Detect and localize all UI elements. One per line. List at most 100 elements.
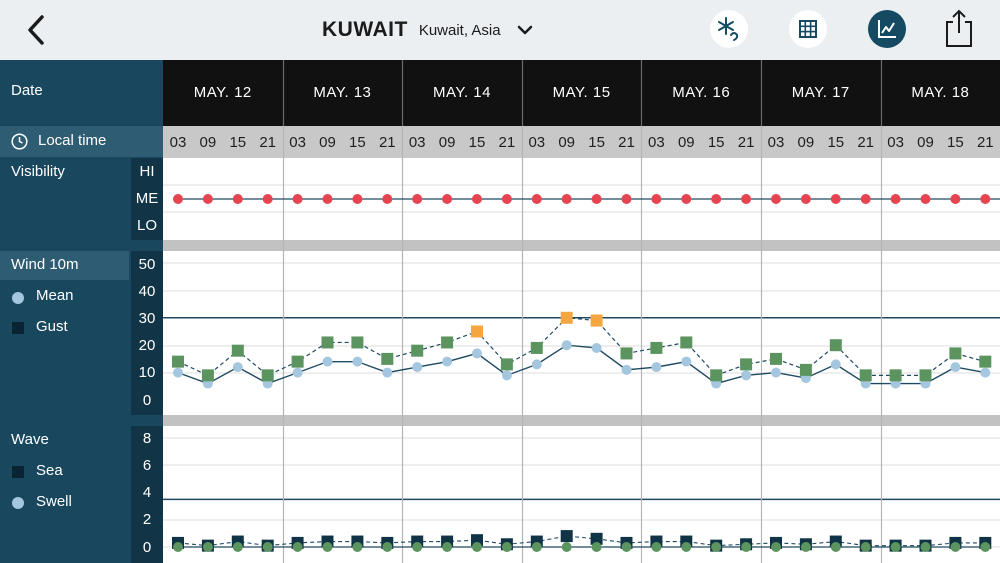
mean-point [472,348,482,359]
gust-point [261,369,274,382]
share-icon [946,9,972,47]
swell-point [771,542,781,552]
gust-point [321,336,334,349]
visibility-series [173,194,1000,204]
visibility-point [501,194,512,204]
visibility-me-tick: ME [135,190,159,207]
local-time-row: Local time [0,126,163,157]
swell-point [561,542,572,552]
swell-point [860,542,871,552]
swell-point [920,542,931,552]
sea-label: Sea [36,462,63,479]
hour-label: 21 [857,134,874,151]
mean-point [352,356,363,367]
mean-point [681,356,692,367]
wind-tick: 40 [138,283,156,300]
visibility-point [292,194,303,204]
swell-point [621,542,632,552]
swell-label: Swell [36,493,72,510]
back-arrow-icon[interactable] [22,14,52,46]
wind-series [172,311,992,389]
visibility-hi-tick: HI [139,163,155,180]
swell-point [591,542,602,552]
gust-point [560,311,573,324]
mean-label: Mean [36,287,74,304]
visibility-point [681,194,692,204]
gust-point [530,341,543,354]
mean-point [173,367,183,378]
visibility-point [202,194,213,204]
visibility-lo-tick: LO [136,217,157,234]
hour-label: 09 [439,134,456,151]
visibility-point [472,194,482,204]
hour-label: 09 [558,134,575,151]
wave-label: Wave [11,431,49,448]
swell-point [202,542,213,552]
visibility-point [322,194,333,204]
swell-point [830,542,841,552]
visibility-point [651,194,662,204]
gust-point [351,336,364,349]
hour-label: 21 [977,134,994,151]
chevron-down-icon [517,25,532,35]
wave-tick: 8 [142,430,152,447]
mean-point [830,359,841,370]
wind-header [0,251,129,280]
wind-tick: 0 [142,392,152,409]
mean-point [741,370,752,381]
wind-label: Wind 10m [11,256,79,273]
hour-label: 09 [917,134,934,151]
gust-point [710,369,723,382]
hour-label: 15 [947,134,964,151]
date-header-band [163,60,1000,126]
date-header: MAY. 12 [194,84,252,101]
hour-label: 03 [887,134,904,151]
table-view-button[interactable] [789,10,827,48]
mean-point [771,367,781,378]
gust-point [799,363,812,376]
visibility-point [741,194,752,204]
wind-tick: 50 [138,256,156,273]
hour-label: 15 [708,134,725,151]
visibility-point [890,194,901,204]
visibility-point [412,194,423,204]
gust-point [201,369,214,382]
visibility-point [950,194,961,204]
date-header: MAY. 18 [911,84,969,101]
location-selector[interactable]: KUWAIT Kuwait, Asia [322,16,533,44]
table-view-icon [799,20,817,38]
gust-point [441,336,454,349]
swell-point [800,542,811,552]
sea-swatch [12,466,24,478]
visibility-point [830,194,841,204]
visibility-point [860,194,871,204]
gust-point [740,358,753,371]
mean-point [980,367,991,378]
mean-point [950,362,961,373]
visibility-point [262,194,273,204]
hour-label: 15 [827,134,844,151]
local-time-label: Local time [38,132,107,149]
visibility-point [561,194,572,204]
mean-point [442,356,453,367]
visibility-axis [131,158,163,240]
chart-view-button[interactable] [868,10,906,48]
hour-label: 09 [798,134,815,151]
swell-point [352,542,363,552]
sea-point [560,530,573,543]
gust-point [381,352,394,365]
share-button[interactable] [941,8,977,50]
weather-toggle-button[interactable] [710,10,748,48]
visibility-point [800,194,811,204]
swell-point [173,542,183,552]
gust-point [291,355,304,368]
date-header: MAY. 15 [553,84,611,101]
date-label: Date [11,82,43,99]
swell-point [232,542,243,552]
hour-label: 03 [289,134,306,151]
date-headers: MAY. 12 MAY. 13 MAY. 14 MAY. 15 MAY. 16 MAY. … [194,84,969,101]
gust-point [411,344,424,357]
swell-point [322,542,333,552]
gust-point [680,336,693,349]
date-header: MAY. 13 [313,84,371,101]
